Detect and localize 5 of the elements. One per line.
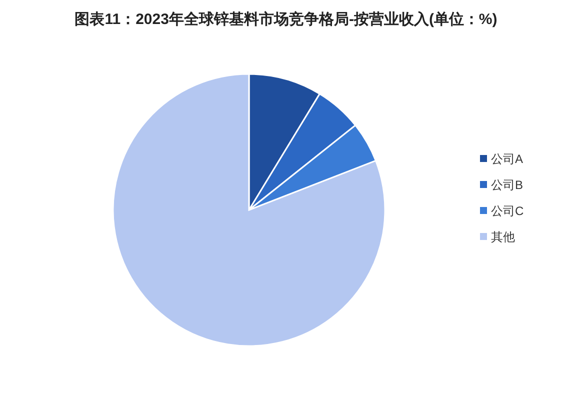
- legend-label: 公司A: [491, 152, 524, 166]
- legend-label: 公司C: [491, 204, 524, 218]
- legend-label: 公司B: [491, 178, 524, 192]
- chart-title: 图表11：2023年全球锌基料市场竞争格局-按营业收入(单位：%): [74, 10, 498, 28]
- legend-label: 其他: [491, 230, 515, 244]
